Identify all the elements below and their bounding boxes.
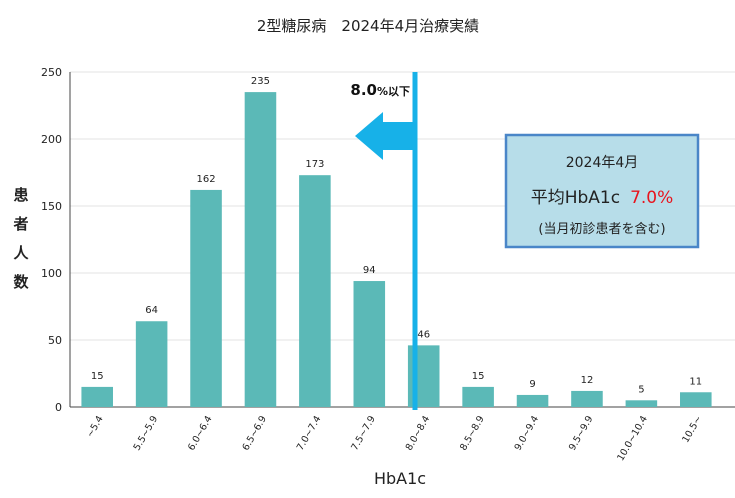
x-tick-label: 6.5~6.9 xyxy=(240,414,269,453)
annotation-average-value: 7.0% xyxy=(630,188,673,208)
threshold-label-suffix: %以下 xyxy=(377,85,410,98)
bar xyxy=(462,386,494,407)
y-axis-label-char: 数 xyxy=(13,273,29,291)
bar xyxy=(516,394,549,407)
data-label: 15 xyxy=(91,371,104,382)
data-label: 94 xyxy=(363,265,376,276)
x-tick-label: 7.5~7.9 xyxy=(349,414,378,453)
x-tick-label: 6.0~6.4 xyxy=(186,414,215,453)
data-label: 12 xyxy=(581,375,594,386)
y-tick-label: 100 xyxy=(41,267,62,280)
x-tick-label: 7.0~7.4 xyxy=(295,414,324,453)
x-axis-ticks: ~5.4 5.5~5.9 6.0~6.4 6.5~6.9 7.0~7.4 7.5~7.9 8… xyxy=(85,414,705,463)
data-label: 162 xyxy=(196,174,215,185)
bar xyxy=(353,281,386,407)
bar xyxy=(81,386,113,407)
x-tick-label: 10.0~10.4 xyxy=(615,414,650,463)
y-tick-label: 150 xyxy=(41,200,62,213)
y-tick-label: 50 xyxy=(48,334,62,347)
y-tick-label: 200 xyxy=(41,133,62,146)
bar xyxy=(190,189,222,407)
data-label: 5 xyxy=(638,384,644,395)
threshold-label: 8.0%以下 xyxy=(350,81,410,99)
threshold-label-value: 8.0 xyxy=(350,81,377,99)
annotation-average: 平均HbA1c 7.0% xyxy=(531,188,674,208)
bar xyxy=(625,400,658,407)
bar xyxy=(244,92,277,407)
x-tick-label: 8.0~8.4 xyxy=(404,414,433,453)
annotation-note: (当月初診患者を含む) xyxy=(538,221,665,237)
y-tick-label: 0 xyxy=(55,401,62,414)
x-axis-label: HbA1c xyxy=(374,469,426,488)
x-tick-label: ~5.4 xyxy=(85,414,106,439)
average-annotation-box xyxy=(504,133,700,249)
x-tick-label: 9.5~9.9 xyxy=(567,414,596,453)
y-axis-label-char: 人 xyxy=(13,244,29,262)
y-axis-ticks: 0 50 100 150 200 250 xyxy=(41,66,62,414)
data-label: 64 xyxy=(145,305,158,316)
data-label: 11 xyxy=(689,376,702,387)
data-label: 9 xyxy=(529,379,535,390)
annotation-date: 2024年4月 xyxy=(566,155,639,171)
chart-title: 2型糖尿病 2024年4月治療実績 xyxy=(257,17,479,35)
threshold-left-arrow-icon xyxy=(355,112,415,160)
data-label: 235 xyxy=(251,76,270,87)
data-label: 173 xyxy=(305,159,324,170)
bar xyxy=(680,392,712,407)
data-labels: 15 64 162 235 173 94 46 15 9 12 5 11 xyxy=(91,76,702,395)
x-tick-label: 10.5~ xyxy=(680,414,704,445)
annotation-average-label: 平均HbA1c xyxy=(531,188,620,208)
x-tick-label: 9.0~9.4 xyxy=(513,414,542,453)
data-label: 46 xyxy=(417,329,430,340)
x-tick-label: 5.5~5.9 xyxy=(132,414,161,453)
y-axis-label-char: 者 xyxy=(13,215,28,233)
bar xyxy=(299,175,331,407)
x-tick-label: 8.5~8.9 xyxy=(458,414,487,453)
data-label: 15 xyxy=(472,371,485,382)
y-axis-label-char: 患 xyxy=(13,186,28,204)
bar xyxy=(135,321,168,407)
bar xyxy=(571,390,603,407)
y-tick-label: 250 xyxy=(41,66,62,79)
